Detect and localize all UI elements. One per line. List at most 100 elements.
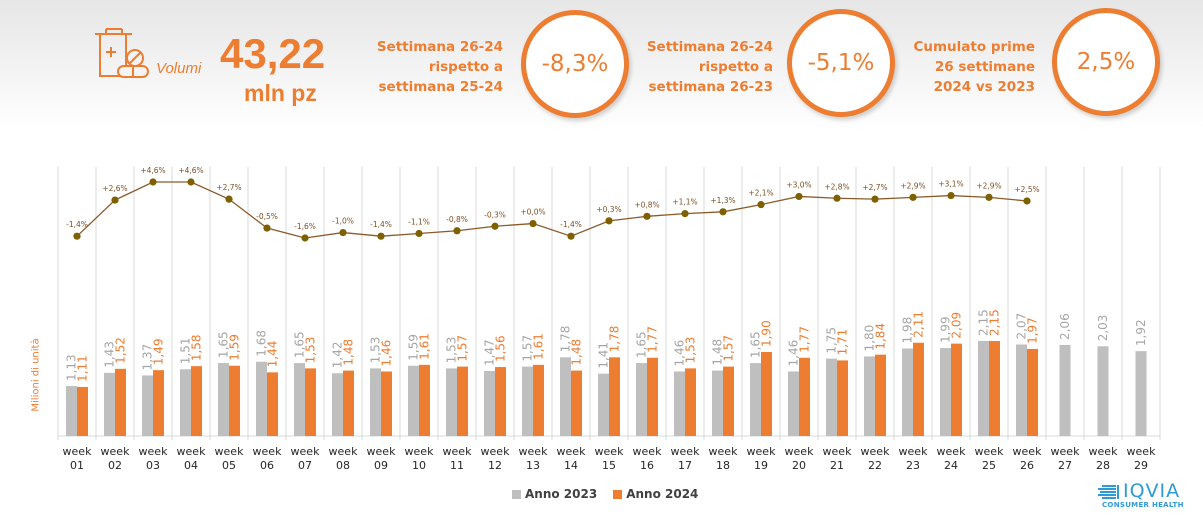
bar-label-2023: 1,65 — [217, 331, 231, 358]
x-tick-label: 15 — [602, 459, 616, 472]
x-tick-label: week — [823, 445, 853, 458]
x-tick-label: week — [177, 445, 207, 458]
line-marker — [795, 192, 803, 201]
x-tick-label: 12 — [488, 459, 502, 472]
bar-label-2023: 1,75 — [825, 327, 839, 354]
kpi-label-line: rispetto a — [428, 59, 503, 75]
bar-2023 — [788, 371, 799, 436]
x-tick-label: 05 — [222, 459, 236, 472]
line-marker — [263, 224, 271, 232]
bar-label-2024: 1,61 — [532, 333, 546, 360]
bar-2024 — [723, 366, 734, 436]
bar-2023 — [750, 363, 761, 436]
x-tick-label: week — [633, 445, 663, 458]
x-tick-label: week — [405, 445, 435, 458]
bar-label-2024: 1,78 — [608, 326, 622, 353]
bar-2023 — [1135, 351, 1147, 436]
bar-label-2023: 1,53 — [369, 337, 383, 364]
line-marker — [225, 195, 233, 203]
x-tick-label: 20 — [792, 459, 806, 472]
bar-label-2024: 1,77 — [798, 326, 812, 353]
bar-2023 — [218, 363, 229, 436]
line-data-label: -1,0% — [332, 217, 354, 226]
bar-label-2023: 1,57 — [521, 335, 535, 362]
logo-subtitle: CONSUMER HEALTH — [1102, 501, 1184, 509]
kpi-yoy-week-label: Settimana 26-24 rispetto a settimana 26-… — [630, 37, 773, 97]
bar-label-2024: 2,09 — [950, 312, 964, 339]
x-tick-label: 14 — [564, 459, 578, 472]
kpi-label-line: Cumulato prime — [913, 39, 1035, 55]
x-tick-label: 23 — [906, 459, 920, 472]
cumulative-change-line — [76, 181, 1028, 239]
x-tick-label: week — [1127, 445, 1157, 458]
x-tick-label: week — [1051, 445, 1081, 458]
bar-2023 — [940, 348, 951, 436]
bar-label-2024: 1,53 — [304, 337, 318, 364]
line-data-label: -1,6% — [294, 222, 316, 231]
bar-label-2023: 2,03 — [1096, 315, 1110, 342]
bar-2023 — [332, 373, 343, 436]
bar-label-2024: 1,84 — [874, 323, 888, 350]
x-tick-label: 02 — [108, 459, 122, 472]
x-tick-label: 19 — [754, 459, 768, 472]
line-data-label: +0,0% — [520, 208, 545, 217]
volumi-unit: mln pz — [244, 80, 317, 106]
line-marker — [833, 194, 841, 202]
bar-2024 — [115, 368, 126, 436]
kpi-label-line: settimana 26-23 — [648, 79, 774, 95]
x-tick-label: week — [899, 445, 929, 458]
x-tick-label: 03 — [146, 459, 160, 472]
bar-label-2023: 1,46 — [673, 340, 687, 367]
bar-2024 — [951, 343, 962, 436]
iqvia-logo: IQVIA CONSUMER HEALTH — [1098, 482, 1198, 509]
kpi-weekly-change-label: Settimana 26-24 rispetto a settimana 25-… — [360, 37, 503, 97]
bar-2023 — [978, 340, 989, 436]
line-data-label: +1,3% — [710, 196, 735, 205]
x-tick-label: 13 — [526, 459, 540, 472]
bar-2023 — [598, 373, 609, 436]
x-tick-label: week — [1013, 445, 1043, 458]
line-marker — [985, 193, 993, 201]
line-data-label: +3,0% — [786, 180, 811, 189]
bar-2024 — [837, 360, 848, 436]
x-tick-label: 04 — [184, 459, 198, 472]
bar-2023 — [864, 356, 875, 436]
bar-2023 — [826, 358, 837, 436]
line-marker — [415, 229, 423, 238]
kpi-label-line: Settimana 26-24 — [376, 39, 503, 55]
bar-2023 — [104, 372, 115, 436]
kpi-label-line: 26 settimane — [934, 59, 1035, 75]
bar-label-2023: 2,06 — [1058, 313, 1072, 340]
bar-2023 — [484, 371, 495, 436]
line-data-label: +0,8% — [634, 200, 659, 209]
bar-2023 — [522, 366, 533, 436]
legend-item-2023: Anno 2023 — [512, 487, 597, 501]
x-tick-label: week — [785, 445, 815, 458]
bar-2023 — [1059, 344, 1071, 436]
bar-label-2023: 1,98 — [901, 317, 915, 344]
line-data-label: +4,6% — [178, 166, 203, 175]
bar-2024 — [267, 372, 278, 436]
line-data-label: +2,8% — [824, 182, 849, 191]
x-tick-label: 24 — [944, 459, 958, 472]
x-tick-label: week — [443, 445, 473, 458]
x-tick-label: week — [63, 445, 93, 458]
legend-swatch-2024 — [613, 489, 623, 499]
bar-label-2024: 1,58 — [190, 334, 204, 361]
line-data-label: +2,6% — [102, 184, 127, 193]
x-tick-label: 01 — [70, 459, 84, 472]
y-axis-label: Milioni di unità — [30, 338, 42, 412]
x-tick-label: 09 — [374, 459, 388, 472]
line-marker — [491, 222, 499, 230]
line-marker — [719, 208, 727, 216]
bar-label-2024: 1,71 — [836, 329, 850, 356]
x-tick-label: week — [861, 445, 891, 458]
line-data-label: -1,1% — [408, 217, 430, 226]
line-marker — [453, 227, 461, 235]
line-data-label: +1,1% — [672, 198, 697, 207]
bar-2023 — [180, 369, 191, 436]
bar-label-2023: 1,65 — [293, 331, 307, 358]
x-tick-label: week — [481, 445, 511, 458]
line-data-label: +4,6% — [140, 166, 165, 175]
bar-2024 — [1027, 348, 1038, 436]
